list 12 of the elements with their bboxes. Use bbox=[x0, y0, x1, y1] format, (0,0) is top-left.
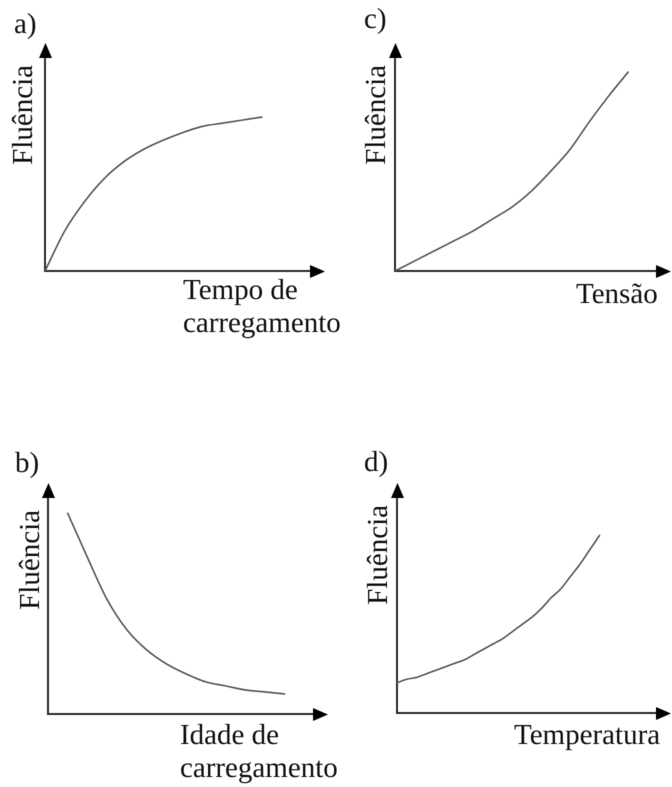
x-axis-title: Idade de carregamento bbox=[180, 719, 339, 785]
y-axis-title: Fluência bbox=[14, 510, 47, 610]
y-axis-title: Fluência bbox=[360, 65, 393, 165]
y-axis-title: Fluência bbox=[7, 65, 40, 165]
x-axis-title: Tensão bbox=[576, 278, 659, 311]
chart-title: b) bbox=[15, 447, 40, 480]
chart-title: a) bbox=[14, 8, 37, 41]
chart-title: d) bbox=[364, 446, 388, 479]
x-axis-title: Tempo de carregamento bbox=[183, 274, 342, 340]
x-axis-title: Temperatura bbox=[514, 719, 662, 752]
y-axis-title: Fluência bbox=[362, 505, 395, 605]
chart-title: c) bbox=[364, 3, 387, 36]
